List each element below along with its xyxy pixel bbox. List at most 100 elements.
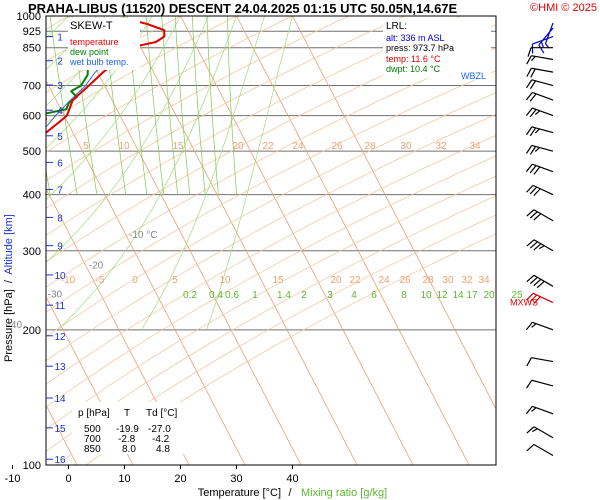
wind-barb	[526, 144, 554, 155]
mixing-ratio-line	[174, 16, 191, 195]
wind-barb-staff	[533, 209, 554, 222]
values-table: p [hPa] T Td [°C] 500 -19.9 -27.0 700 -2…	[72, 402, 188, 455]
wind-barb-staff	[533, 426, 554, 439]
wind-barb	[526, 126, 554, 137]
table-row-td: -4.2	[152, 434, 170, 445]
wind-barb	[526, 67, 554, 78]
theta-label: 24	[378, 275, 390, 286]
theta-label: 10	[219, 275, 231, 286]
dry-adiabat-line	[46, 16, 126, 62]
wind-barb-flag	[526, 274, 535, 283]
wind-barb-flag	[538, 245, 545, 250]
dry-adiabat-line	[46, 175, 496, 430]
theta-label: 15	[172, 141, 184, 152]
pressure-tick: 925	[23, 26, 41, 38]
wind-barb-staff	[532, 405, 554, 415]
wind-barb-flag	[529, 146, 537, 155]
wind-barb-staff	[533, 274, 554, 287]
pressure-tick: 500	[23, 146, 41, 158]
wind-barb-flag	[534, 128, 540, 134]
wind-barb-flag	[530, 68, 536, 78]
wbzl-marker: WBZL	[461, 71, 486, 81]
wind-barb-flag	[533, 296, 541, 304]
wind-barb-flag	[526, 184, 534, 193]
isotherm-label: -10 °C	[129, 230, 157, 241]
mixing-ratio-label: 0.4	[209, 290, 223, 301]
lrl-temp: temp: 11.6 °C	[386, 54, 441, 64]
table-row-p: 500	[84, 424, 101, 435]
plot-frame	[45, 15, 497, 466]
wind-barb-flag	[527, 47, 532, 57]
wind-barb-flag	[532, 428, 538, 433]
isotherm-label: -20	[89, 261, 104, 272]
dry-adiabat-line	[85, 233, 496, 465]
pressure-tick: 100	[23, 460, 41, 472]
theta-label: 24	[292, 141, 304, 152]
legend-dewpoint: dew point	[70, 47, 109, 57]
wind-barb	[525, 163, 554, 175]
pressure-tick: 850	[23, 43, 41, 55]
dry-adiabat-line	[46, 16, 350, 182]
table-row-t: 8.0	[122, 444, 136, 455]
y-axis-separator: /	[3, 279, 15, 283]
table-row-p: 700	[84, 434, 101, 445]
theta-label: 10	[118, 141, 130, 152]
x-axis-title: Temperature [°C] / Mixing ratio [g/kg]	[198, 487, 387, 499]
pressure-tick: 300	[23, 246, 41, 258]
wind-barb-flag	[529, 211, 538, 219]
wind-barb-staff	[531, 357, 554, 363]
wind-barb	[531, 35, 554, 54]
wind-barb-flag	[538, 44, 545, 54]
table-header-t: T	[124, 408, 130, 419]
mixing-ratio-label: 0.2	[183, 290, 197, 301]
theta-label: 26	[399, 275, 411, 286]
dry-adiabat-line	[46, 16, 238, 124]
mixing-ratio-label: 6	[371, 290, 377, 301]
table-row-t: -19.9	[116, 424, 139, 435]
legend-temperature: temperature	[70, 37, 119, 47]
wind-barb-flag	[525, 163, 533, 172]
isotherm-label: -40	[8, 320, 23, 331]
x-tick: 30	[230, 473, 242, 485]
lrl-dwpt: dwpt: 10.4 °C	[386, 64, 441, 74]
mixing-ratio-label: 12	[436, 290, 448, 301]
pressure-tick: 200	[23, 325, 41, 337]
mixing-ratio-line	[206, 16, 219, 195]
wind-barb-staff	[532, 321, 554, 331]
theta-label: 5	[172, 275, 178, 286]
wind-barb-flag	[529, 80, 537, 90]
theta-label: 30	[442, 275, 454, 286]
wind-barb-flag	[526, 292, 534, 301]
moist-adiabat-line	[141, 16, 265, 330]
wind-barb	[525, 107, 554, 118]
altitude-tick: 3	[57, 81, 63, 92]
mixing-ratio-line	[0, 7, 7, 195]
wind-barb-flag	[531, 323, 537, 328]
wind-barb-staff	[532, 91, 554, 101]
wind-barb	[526, 379, 554, 389]
mxws-marker: MXWS	[510, 298, 538, 308]
mixing-ratio-label: 8	[401, 290, 407, 301]
wind-barb-flag	[526, 379, 533, 389]
wind-barb-flag	[531, 407, 537, 412]
mixing-ratio-label: 20	[483, 290, 495, 301]
altitude-tick: 11	[55, 301, 66, 312]
isotherm-line	[180, 16, 414, 465]
wind-barb-flag	[533, 188, 541, 197]
mixing-ratio-line	[49, 16, 78, 195]
x-tick: 20	[174, 473, 186, 485]
moist-adiabat-line	[206, 16, 293, 330]
mixing-ratio-label: 1	[252, 290, 258, 301]
isotherm-line	[292, 16, 496, 410]
wind-barb	[526, 184, 554, 197]
wind-barb-flag	[533, 243, 542, 251]
altitude-tick: 15	[54, 424, 66, 435]
isotherm-line	[46, 187, 190, 465]
wind-barb-flag	[525, 107, 533, 116]
table-row-td: -27.0	[148, 424, 171, 435]
lrl-box: LRL: alt: 336 m ASL press: 973.7 hPa tem…	[383, 18, 491, 78]
wind-barb-flag	[525, 321, 533, 331]
dry-adiabat-line	[46, 16, 294, 153]
pressure-tick: 600	[23, 111, 41, 123]
table-row-p: 850	[84, 444, 101, 455]
